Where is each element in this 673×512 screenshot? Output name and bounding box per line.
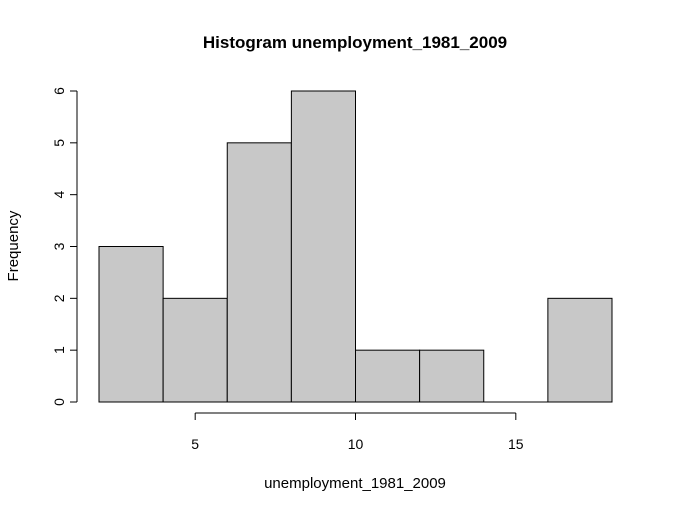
y-tick-label: 4 [51,191,67,199]
y-axis-label: Frequency [5,210,22,281]
x-axis-label: unemployment_1981_2009 [264,475,446,492]
y-tick-label: 6 [51,87,67,95]
histogram-bar-2 [226,142,292,403]
y-tick-label: 1 [51,346,67,354]
y-tick-label: 2 [51,294,67,302]
y-tick-label: 0 [51,398,67,406]
x-tick-label: 5 [191,436,199,452]
histogram-bar-1 [162,297,228,403]
y-axis: 0 1 2 3 4 5 6 [51,87,78,406]
x-axis: 5 10 15 [191,412,524,452]
histogram-bar-7 [547,297,613,403]
y-tick-label: 5 [51,139,67,147]
chart-title: Histogram unemployment_1981_2009 [203,33,507,52]
histogram-bar-0 [98,246,164,403]
histogram-bar-4 [355,349,421,403]
histogram-bar-5 [419,349,485,403]
x-tick-label: 15 [508,436,524,452]
bars-group [98,90,613,403]
histogram-bar-3 [290,90,356,403]
y-tick-label: 3 [51,242,67,250]
x-tick-label: 10 [348,436,364,452]
